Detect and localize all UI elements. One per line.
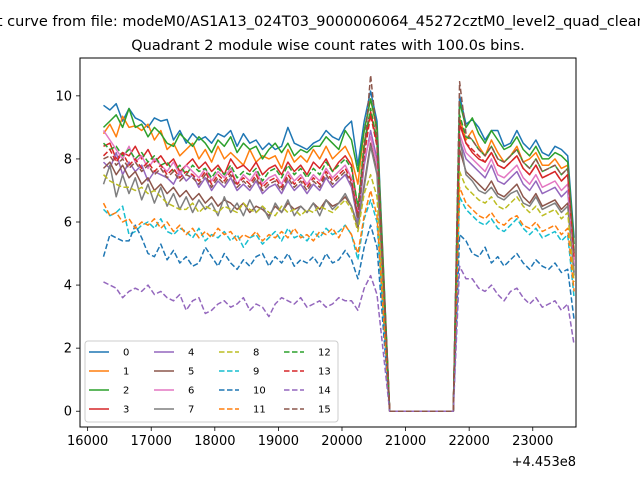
legend-label-3: 3 [123,405,129,416]
y-tick-label: 0 [64,405,72,420]
legend-box [84,340,339,423]
legend-label-10: 10 [253,386,266,397]
series-line-10 [102,224,575,412]
x-tick-label: 17000 [131,434,172,449]
legend-label-2: 2 [123,386,129,397]
series-line-6 [102,130,575,412]
series-line-14 [103,265,575,412]
y-tick-label: 4 [64,279,72,294]
legend-label-9: 9 [253,367,259,378]
y-tick-label: 2 [64,342,72,357]
legend-label-7: 7 [188,405,194,416]
series-line-13 [102,114,575,412]
chart-title: Quadrant 2 module wise count rates with … [131,38,525,54]
x-tick-label: 19000 [258,434,299,449]
legend-label-5: 5 [188,367,194,378]
series-line-9 [102,196,575,412]
legend-label-12: 12 [318,348,331,359]
y-tick-label: 6 [64,216,72,231]
series-line-11 [102,186,575,412]
y-tick-label: 8 [64,152,72,167]
x-axis: 16000 17000 18000 19000 20000 21000 22000 23000 [67,427,553,449]
series-line-15 [103,74,575,412]
series-line-5 [102,142,575,412]
x-tick-label: 22000 [448,434,489,449]
x-tick-label: 21000 [385,434,426,449]
series-line-0 [103,90,575,412]
legend-label-6: 6 [188,386,194,397]
series-line-1 [102,98,575,412]
x-offset-label: +4.453e8 [512,455,576,470]
x-tick-label: 16000 [67,434,108,449]
legend-label-8: 8 [253,348,259,359]
series-line-7 [102,136,575,412]
series-layer [102,74,575,412]
x-tick-label: 23000 [512,434,553,449]
series-line-8 [102,170,575,412]
legend-label-4: 4 [188,348,194,359]
legend-label-14: 14 [318,386,331,397]
figure-suptitle: Light curve from file: modeM0/AS1A13_024… [0,14,640,30]
legend-label-13: 13 [318,367,331,378]
x-tick-label: 20000 [321,434,362,449]
plot-frame [79,57,577,428]
series-line-2 [102,98,575,412]
x-tick-label: 18000 [194,434,235,449]
legend-label-0: 0 [123,348,129,359]
legend-label-11: 11 [253,405,266,416]
legend-label-1: 1 [123,367,129,378]
y-tick-label: 10 [55,89,72,104]
legend-label-15: 15 [318,405,331,416]
y-axis: 0 2 4 6 8 10 [55,89,80,420]
